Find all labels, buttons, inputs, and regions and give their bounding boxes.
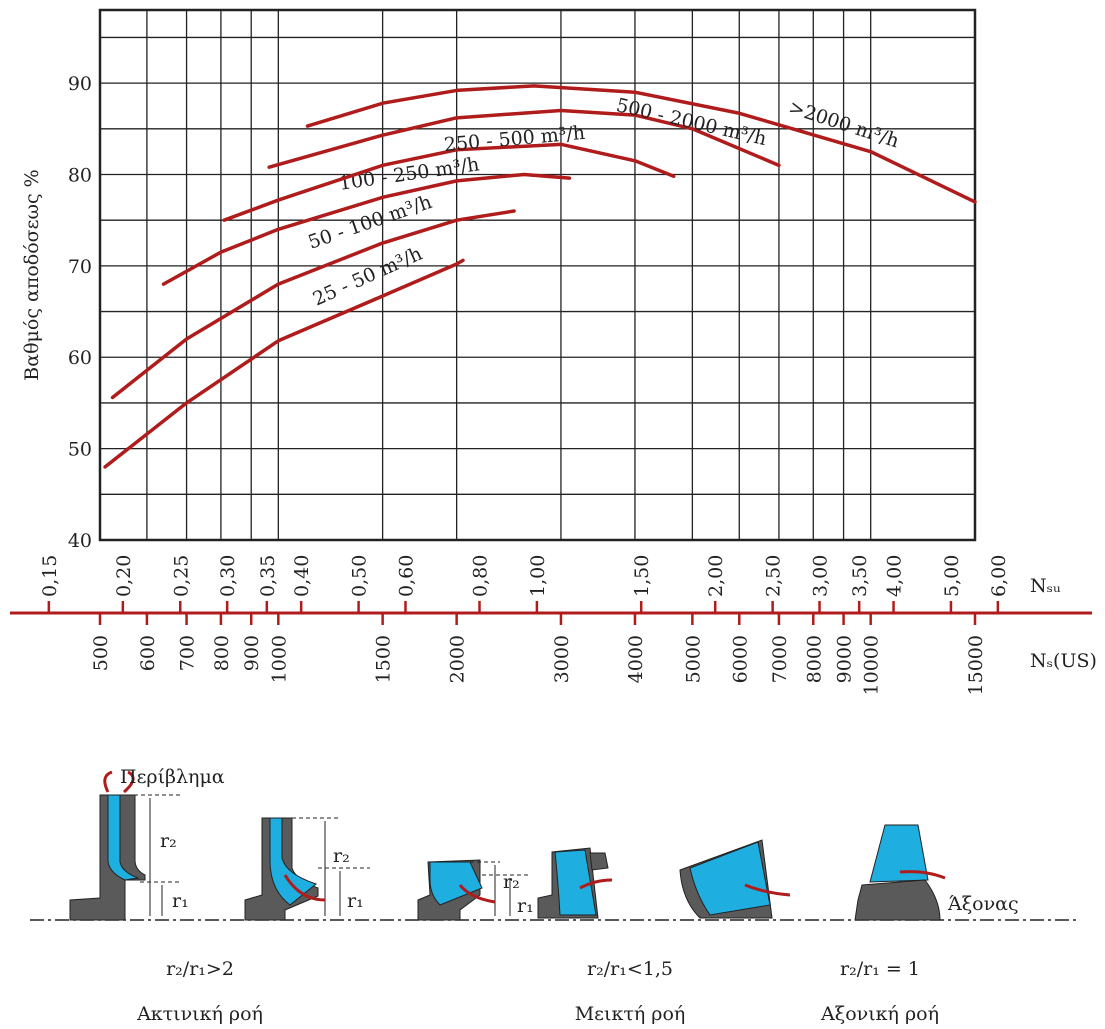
x-tick-label: 600	[137, 635, 159, 671]
x-tick-label: 500	[90, 635, 112, 671]
arrow	[283, 874, 326, 902]
curve	[110, 209, 516, 400]
x2-tick-label: 0,50	[349, 555, 371, 597]
x-tick-label: 4000	[625, 635, 647, 683]
ratio-label: r₂/r₁ = 1	[840, 958, 920, 980]
arrow	[103, 770, 135, 794]
x-tick-label: 15000	[965, 635, 987, 695]
x2-tick-label: 0,80	[469, 555, 491, 597]
x2-tick-label: 1,00	[527, 555, 549, 597]
flow-label: Μεικτή ροή	[575, 1003, 686, 1025]
x-tick-label: 700	[177, 635, 199, 671]
impeller-blade	[689, 841, 771, 916]
x-tick-label: 6000	[729, 635, 751, 683]
arrow	[458, 884, 496, 904]
x-tick-label: 900	[241, 635, 263, 671]
x-tick-label: 8000	[803, 635, 825, 683]
x2-tick-label: 2,50	[763, 555, 785, 597]
ratio-label: r₂/r₁>2	[166, 958, 234, 980]
impeller-blade	[269, 817, 318, 906]
x2-tick-label: 1,50	[631, 555, 653, 597]
curve-label: 25 - 50 m³/h	[310, 243, 426, 311]
x-tick-label: 7000	[769, 635, 791, 683]
x2-tick-label: 0,35	[257, 555, 279, 597]
x-tick-label: 5000	[682, 635, 704, 683]
x2-tick-label: 2,00	[705, 555, 727, 597]
arrow	[579, 878, 613, 890]
impeller	[854, 879, 941, 921]
impeller-blade	[554, 849, 597, 916]
x-tick-label: 3000	[551, 635, 573, 683]
impeller-blade	[107, 794, 140, 881]
x2-tick-label: 0,20	[113, 555, 135, 597]
x-tick-label: 1500	[373, 635, 395, 683]
y-axis-label: Βαθμός αποδόσεως %	[21, 169, 43, 380]
y-tick-label: 40	[68, 530, 92, 552]
x2-tick-label: 5,00	[941, 555, 963, 597]
x-axis-label: Nₛ(US)	[1030, 650, 1097, 672]
plot-frame	[98, 8, 977, 542]
x2-tick-label: 0,15	[39, 555, 61, 597]
r-label: r₁	[172, 890, 189, 912]
r-label: r₂	[503, 871, 520, 893]
y-tick-label: 70	[68, 256, 92, 278]
curve	[305, 84, 977, 204]
curve	[161, 172, 572, 286]
ratio-label: r₂/r₁<1,5	[587, 958, 673, 980]
flow-label: Ακτινική ροή	[136, 1003, 263, 1025]
r-label: r₂	[333, 845, 350, 867]
x2-tick-label: 0,40	[291, 555, 313, 597]
impeller-blade	[869, 824, 929, 883]
impeller-diagram: Περίβλημα Άξονας r₂ r₁ r₂ r₁ r₂ r₁ r₂/r₁…	[30, 766, 1080, 1025]
x2-tick-label: 0,60	[395, 555, 417, 597]
x-tick-label: 2000	[447, 635, 469, 683]
curve-label: 250 - 500 m³/h	[443, 122, 586, 156]
x2-tick-label: 0,30	[217, 555, 239, 597]
y-tick-label: 50	[68, 439, 92, 461]
curve	[267, 108, 781, 169]
r-label: r₁	[347, 890, 364, 912]
y-tick-label: 60	[68, 347, 92, 369]
y-tick-label: 90	[68, 73, 92, 95]
x2-tick-label: 0,25	[170, 555, 192, 597]
shaft-label: Άξονας	[947, 893, 1019, 915]
casing-label: Περίβλημα	[120, 766, 225, 788]
chart: 40 50 60 70 80 90 500 600 700 800 900 1000 1500 2000 3…	[10, 8, 1097, 695]
x2-tick-label: 3,50	[849, 555, 871, 597]
impeller	[589, 852, 609, 871]
x-tick-label: 10000	[861, 635, 883, 695]
curve	[103, 258, 465, 469]
x-tick-label: 800	[211, 635, 233, 671]
curve	[222, 142, 676, 222]
arrow	[899, 870, 946, 880]
r-label: r₂	[160, 830, 177, 852]
x-tick-label: 1000	[268, 635, 290, 683]
flow-label: Αξονική ροή	[820, 1003, 939, 1025]
arrow	[744, 883, 791, 897]
x2-axis-label: Nₛᵤ	[1030, 575, 1061, 597]
x2-tick-label: 4,00	[884, 555, 906, 597]
y-tick-label: 80	[68, 164, 92, 186]
x-tick-label: 9000	[834, 635, 856, 683]
x2-tick-label: 3,00	[810, 555, 832, 597]
x2-tick-label: 6,00	[988, 555, 1010, 597]
r-label: r₁	[517, 895, 534, 917]
